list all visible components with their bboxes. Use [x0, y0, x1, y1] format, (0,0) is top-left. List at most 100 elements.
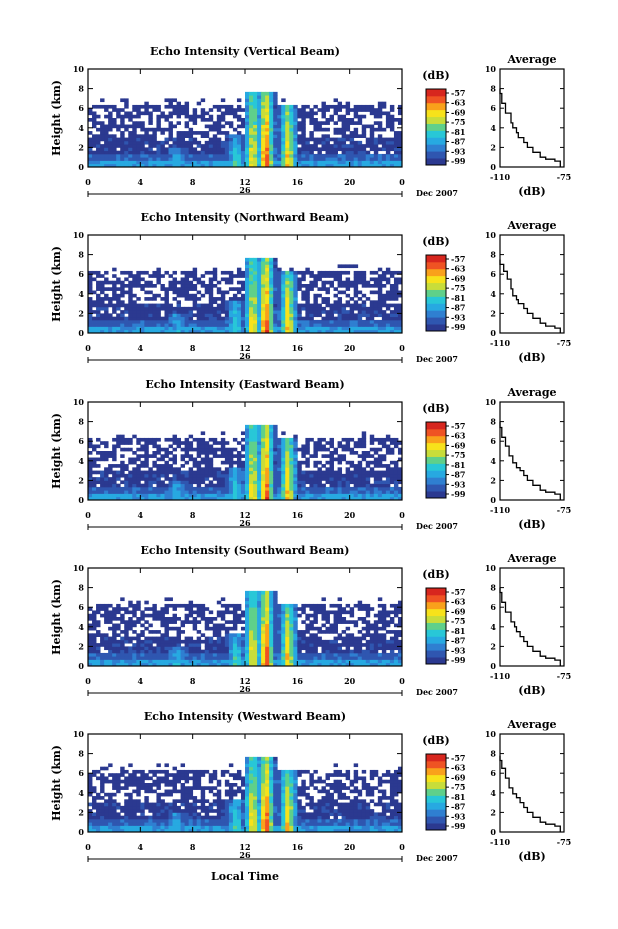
heatmap-cell	[309, 649, 314, 654]
heatmap-cell	[361, 108, 367, 112]
heatmap-cell	[120, 137, 125, 142]
heatmap-cell	[204, 111, 210, 116]
heatmap-cell	[240, 297, 246, 301]
heatmap-cell	[172, 626, 177, 631]
heatmap-cell	[381, 437, 387, 442]
heatmap-cell	[220, 163, 226, 168]
heatmap-cell	[245, 287, 250, 291]
heatmap-cell	[208, 140, 214, 145]
heatmap-cell	[100, 160, 105, 165]
heatmap-cell	[216, 643, 222, 647]
heatmap-cell	[88, 326, 93, 331]
heatmap-cell	[269, 441, 274, 445]
heatmap-cell	[92, 470, 97, 475]
heatmap-cell	[112, 118, 117, 122]
heatmap-cell	[309, 437, 314, 442]
heatmap-cell	[180, 134, 186, 138]
heatmap-cell	[265, 95, 270, 99]
heatmap-cell	[357, 153, 363, 158]
heatmap-cell	[305, 460, 310, 465]
heatmap-cell	[277, 483, 282, 488]
heatmap-cell	[128, 284, 133, 288]
heatmap-cell	[224, 323, 230, 327]
heatmap-cell	[128, 323, 133, 327]
heatmap-cell	[120, 140, 125, 145]
heatmap-cell	[349, 280, 355, 285]
heatmap-cell	[389, 144, 395, 148]
heatmap-cell	[313, 111, 318, 116]
heatmap-cell	[313, 652, 318, 657]
heatmap-cell	[116, 649, 121, 654]
heatmap-cell	[200, 316, 206, 321]
heatmap-cell	[236, 290, 242, 295]
heatmap-cell	[293, 270, 298, 275]
heatmap-cell	[112, 490, 117, 494]
heatmap-cell	[116, 623, 121, 628]
heatmap-cell	[160, 303, 165, 308]
heatmap-cell	[168, 319, 173, 324]
heatmap-cell	[389, 284, 395, 288]
heatmap-cell	[261, 137, 266, 142]
heatmap-cell	[273, 467, 278, 471]
heatmap-cell	[397, 121, 403, 125]
heatmap-cell	[148, 493, 153, 498]
heatmap-cell	[341, 457, 347, 462]
heatmap-cell	[164, 437, 169, 442]
heatmap-cell	[257, 144, 262, 148]
heatmap-cell	[224, 121, 230, 125]
heatmap-cell	[144, 480, 149, 485]
heatmap-cell	[257, 451, 262, 455]
heatmap-cell	[228, 610, 234, 615]
heatmap-cell	[273, 496, 278, 501]
heatmap-cell	[116, 646, 121, 651]
heatmap-cell	[208, 329, 214, 334]
heatmap-cell	[361, 329, 367, 334]
heatmap-cell	[333, 490, 338, 494]
heatmap-cell	[293, 617, 298, 621]
heatmap-cell	[313, 104, 318, 109]
heatmap-cell	[393, 306, 399, 311]
heatmap-cell	[208, 137, 214, 142]
heatmap-cell	[337, 493, 343, 498]
heatmap-cell	[385, 490, 391, 494]
heatmap-cell	[261, 662, 266, 667]
heatmap-cell	[228, 447, 234, 452]
heatmap-cell	[112, 617, 117, 621]
heatmap-cell	[192, 329, 198, 334]
heatmap-cell	[132, 652, 137, 657]
heatmap-cell	[397, 486, 403, 491]
heatmap-cell	[245, 131, 250, 135]
heatmap-cell	[232, 610, 238, 615]
heatmap-cell	[88, 464, 93, 468]
heatmap-cell	[249, 108, 254, 112]
heatmap-cell	[120, 326, 125, 331]
heatmap-cell	[140, 134, 145, 138]
heatmap-cell	[136, 437, 141, 442]
heatmap-cell	[309, 626, 314, 631]
heatmap-cell	[309, 490, 314, 494]
heatmap-cell	[377, 293, 383, 298]
heatmap-cell	[104, 160, 109, 165]
heatmap-cell	[132, 649, 137, 654]
heatmap-cell	[120, 639, 125, 644]
heatmap-cell	[216, 649, 222, 654]
heatmap-cell	[377, 470, 383, 475]
heatmap-cell	[249, 147, 254, 152]
heatmap-cell	[92, 323, 97, 327]
heatmap-cell	[361, 310, 367, 314]
heatmap-cell	[220, 98, 226, 103]
heatmap-cell	[136, 646, 141, 651]
heatmap-cell	[204, 147, 210, 152]
heatmap-cell	[128, 280, 133, 285]
x-tick-label: 8	[190, 343, 196, 353]
heatmap-cell	[208, 306, 214, 311]
heatmap-cell	[373, 157, 379, 161]
heatmap-cell	[212, 496, 218, 501]
x-tick-label: 8	[190, 177, 196, 187]
heatmap-cell	[148, 467, 153, 471]
heatmap-cell	[249, 101, 254, 106]
heatmap-cell	[136, 134, 141, 138]
heatmap-cell	[281, 124, 286, 129]
heatmap-cell	[184, 313, 190, 318]
heatmap-cell	[120, 284, 125, 288]
